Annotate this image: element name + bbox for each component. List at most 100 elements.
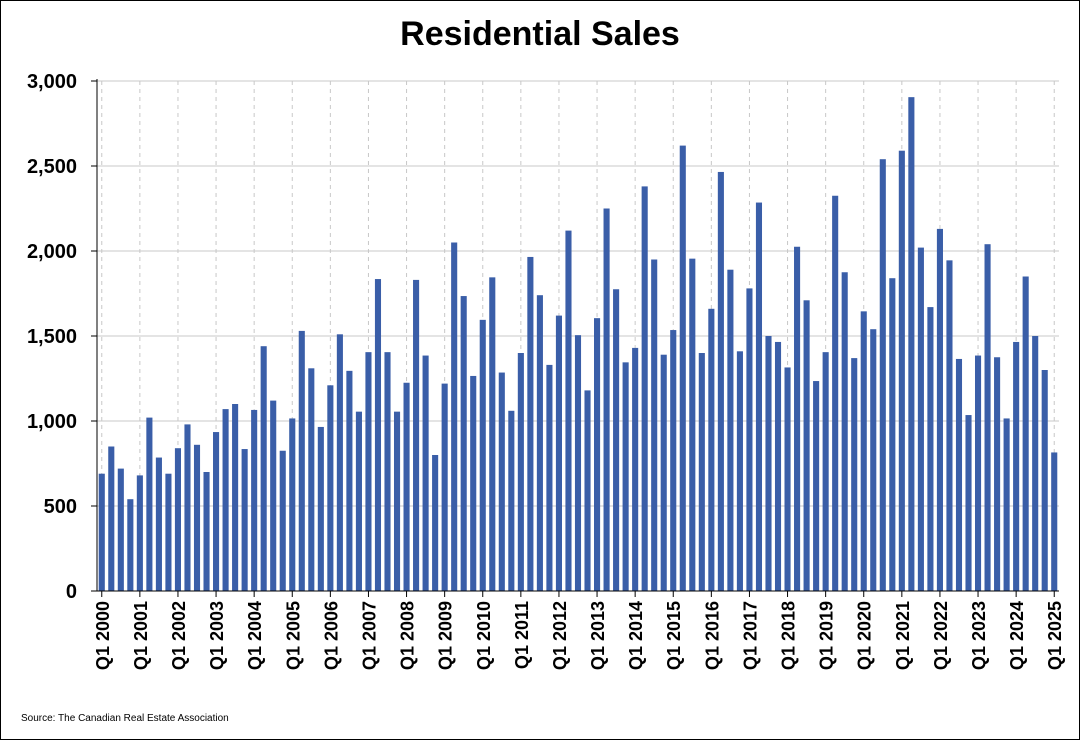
x-tick-label: Q1 2003	[207, 601, 227, 670]
bar	[736, 351, 743, 591]
bar	[803, 300, 810, 591]
bar	[422, 355, 429, 591]
bar	[1032, 336, 1039, 591]
bar	[622, 362, 629, 591]
bar	[784, 367, 791, 591]
bar	[651, 259, 658, 591]
bar	[679, 145, 686, 591]
bar	[536, 295, 543, 591]
bar	[879, 159, 886, 591]
x-tick-label: Q1 2004	[245, 601, 265, 670]
bar	[136, 475, 143, 591]
bar	[1022, 276, 1029, 591]
bar	[660, 354, 667, 591]
bar	[117, 468, 124, 591]
bar	[832, 195, 839, 591]
bar	[822, 352, 829, 591]
bar	[308, 368, 315, 591]
bar	[403, 382, 410, 591]
bar	[574, 335, 582, 591]
y-tick-label: 2,500	[27, 156, 77, 178]
x-tick-label: Q1 2001	[131, 601, 151, 670]
bar	[1041, 370, 1048, 591]
bar	[555, 315, 562, 591]
bar	[279, 450, 286, 591]
x-tick-label: Q1 2002	[169, 601, 189, 670]
bar	[289, 418, 296, 591]
bar	[546, 364, 553, 591]
bar	[260, 346, 267, 591]
bar	[251, 409, 258, 591]
bar	[765, 336, 772, 591]
bar	[441, 383, 448, 591]
x-tick-label: Q1 2015	[664, 601, 684, 670]
x-tick-label: Q1 2014	[626, 601, 646, 670]
bar	[984, 244, 991, 591]
bar	[889, 278, 896, 591]
bar	[717, 171, 724, 591]
bar	[955, 358, 963, 591]
bar	[1013, 341, 1020, 591]
bar	[774, 341, 782, 591]
bar	[193, 444, 201, 591]
bar	[479, 319, 486, 591]
x-tick-label: Q1 2011	[512, 601, 532, 669]
x-tick-label: Q1 2012	[550, 601, 570, 670]
bar	[298, 330, 305, 591]
bar	[374, 279, 382, 591]
bar	[108, 446, 115, 591]
bar	[908, 97, 915, 592]
bar	[860, 311, 867, 591]
x-tick-label: Q1 2019	[817, 601, 837, 670]
bar	[974, 355, 982, 591]
bar	[898, 150, 905, 591]
bar	[965, 415, 972, 591]
bar	[946, 260, 953, 591]
bar	[527, 256, 534, 591]
bar	[927, 307, 934, 591]
bar	[241, 449, 248, 591]
y-tick-label: 1,500	[27, 326, 77, 348]
bar	[470, 375, 477, 591]
x-tick-label: Q1 2016	[702, 601, 722, 670]
bar	[813, 381, 820, 591]
x-tick-label: Q1 2013	[588, 601, 608, 670]
x-tick-label: Q1 2006	[321, 601, 341, 670]
bar	[498, 372, 505, 591]
bar	[841, 272, 848, 591]
bar	[755, 202, 763, 592]
bar	[165, 473, 172, 591]
bar	[917, 247, 924, 591]
bar	[355, 411, 362, 591]
y-tick-label: 3,000	[27, 71, 77, 93]
x-tick-label: Q1 2009	[436, 601, 456, 670]
x-tick-label: Q1 2005	[283, 601, 303, 670]
x-tick-label: Q1 2000	[93, 601, 113, 670]
bar	[432, 455, 439, 591]
bar	[517, 353, 524, 591]
x-tick-label: Q1 2008	[398, 601, 418, 670]
bar	[384, 352, 391, 591]
x-tick-label: Q1 2017	[740, 601, 760, 670]
bar	[936, 228, 943, 591]
bar	[689, 258, 696, 591]
bar	[346, 370, 353, 591]
bar	[603, 208, 610, 591]
y-tick-label: 500	[44, 496, 77, 518]
bar	[174, 448, 182, 591]
bar	[270, 400, 277, 591]
bar	[746, 288, 753, 591]
bar	[1003, 418, 1010, 591]
bar	[232, 404, 239, 591]
bar	[698, 353, 705, 591]
source-note: Source: The Canadian Real Estate Associa…	[21, 713, 229, 724]
bar	[565, 230, 572, 591]
x-tick-label: Q1 2021	[893, 601, 913, 670]
bar	[670, 330, 677, 591]
bar	[336, 334, 343, 591]
bar	[317, 426, 324, 591]
bar	[460, 296, 467, 591]
bar	[451, 242, 458, 591]
